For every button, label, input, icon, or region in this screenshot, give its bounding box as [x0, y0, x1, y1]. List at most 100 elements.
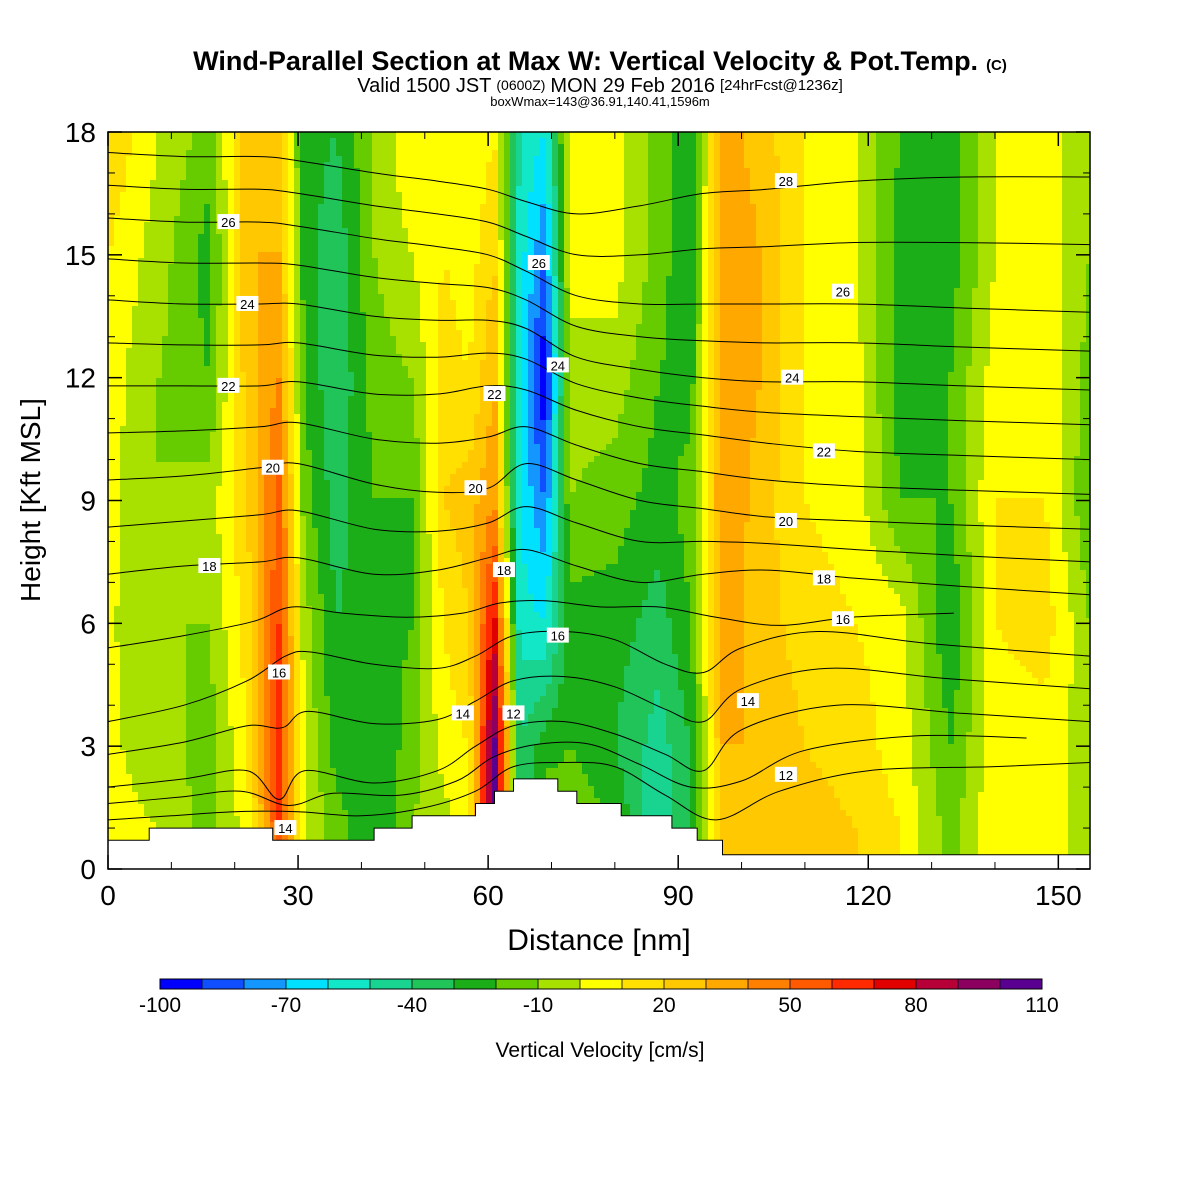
- field-cell: [282, 630, 289, 637]
- field-cell: [216, 720, 223, 727]
- field-cell: [300, 672, 307, 679]
- field-cell: [306, 264, 313, 271]
- field-cell: [192, 216, 199, 223]
- field-cell: [324, 276, 331, 283]
- field-cell: [192, 252, 199, 259]
- field-cell: [192, 270, 199, 277]
- field-cell: [270, 324, 277, 331]
- field-cell: [180, 558, 187, 565]
- field-cell: [318, 612, 325, 619]
- field-cell: [138, 582, 145, 589]
- field-cell: [150, 540, 157, 547]
- field-cell: [132, 780, 139, 787]
- field-cell: [324, 810, 331, 817]
- field-cell: [222, 240, 229, 247]
- field-cell: [270, 432, 277, 439]
- field-cell: [336, 816, 343, 823]
- field-cell: [126, 468, 133, 475]
- field-cell: [294, 432, 301, 439]
- field-cell: [258, 486, 265, 493]
- field-cell: [186, 654, 193, 661]
- field-cell: [114, 720, 121, 727]
- field-cell: [156, 552, 163, 559]
- field-cell: [330, 540, 337, 547]
- field-cell: [120, 786, 127, 793]
- field-cell: [264, 264, 271, 271]
- field-cell: [168, 192, 175, 199]
- field-cell: [258, 258, 265, 265]
- field-cell: [150, 582, 157, 589]
- field-cell: [312, 636, 319, 643]
- field-cell: [300, 474, 307, 481]
- field-cell: [132, 390, 139, 397]
- field-cell: [216, 348, 223, 355]
- field-cell: [324, 456, 331, 463]
- field-cell: [180, 414, 187, 421]
- field-cell: [150, 288, 157, 295]
- field-cell: [168, 372, 175, 379]
- field-cell: [234, 738, 241, 745]
- field-cell: [246, 132, 253, 139]
- field-cell: [114, 426, 121, 433]
- field-cell: [234, 426, 241, 433]
- field-cell: [210, 534, 217, 541]
- field-cell: [132, 468, 139, 475]
- field-cell: [342, 234, 349, 241]
- field-cell: [294, 414, 301, 421]
- field-cell: [246, 246, 253, 253]
- field-cell: [324, 258, 331, 265]
- field-cell: [276, 390, 283, 397]
- field-cell: [234, 324, 241, 331]
- field-cell: [186, 516, 193, 523]
- field-cell: [114, 306, 121, 313]
- field-cell: [150, 438, 157, 445]
- field-cell: [198, 522, 205, 529]
- field-cell: [138, 282, 145, 289]
- field-cell: [156, 246, 163, 253]
- field-cell: [114, 666, 121, 673]
- field-cell: [198, 780, 205, 787]
- field-cell: [294, 354, 301, 361]
- field-cell: [186, 624, 193, 631]
- field-cell: [192, 510, 199, 517]
- field-cell: [210, 228, 217, 235]
- field-cell: [108, 330, 115, 337]
- field-cell: [288, 666, 295, 673]
- field-cell: [114, 738, 121, 745]
- field-cell: [150, 210, 157, 217]
- field-cell: [240, 144, 247, 151]
- field-cell: [156, 396, 163, 403]
- field-cell: [252, 594, 259, 601]
- field-cell: [198, 636, 205, 643]
- field-cell: [180, 396, 187, 403]
- field-cell: [210, 348, 217, 355]
- field-cell: [348, 390, 355, 397]
- field-cell: [156, 468, 163, 475]
- field-cell: [186, 486, 193, 493]
- field-cell: [168, 612, 175, 619]
- field-cell: [342, 756, 349, 763]
- field-cell: [282, 636, 289, 643]
- field-cell: [162, 282, 169, 289]
- field-cell: [210, 624, 217, 631]
- field-cell: [324, 402, 331, 409]
- field-cell: [252, 654, 259, 661]
- field-cell: [114, 180, 121, 187]
- field-cell: [210, 462, 217, 469]
- field-cell: [342, 594, 349, 601]
- field-cell: [258, 672, 265, 679]
- field-cell: [324, 816, 331, 823]
- field-cell: [222, 150, 229, 157]
- field-cell: [162, 420, 169, 427]
- field-cell: [234, 558, 241, 565]
- field-cell: [180, 510, 187, 517]
- field-cell: [186, 510, 193, 517]
- field-cell: [132, 426, 139, 433]
- field-cell: [252, 264, 259, 271]
- field-cell: [264, 372, 271, 379]
- field-cell: [204, 132, 211, 139]
- field-cell: [252, 402, 259, 409]
- field-cell: [144, 816, 151, 823]
- field-cell: [126, 366, 133, 373]
- field-cell: [318, 186, 325, 193]
